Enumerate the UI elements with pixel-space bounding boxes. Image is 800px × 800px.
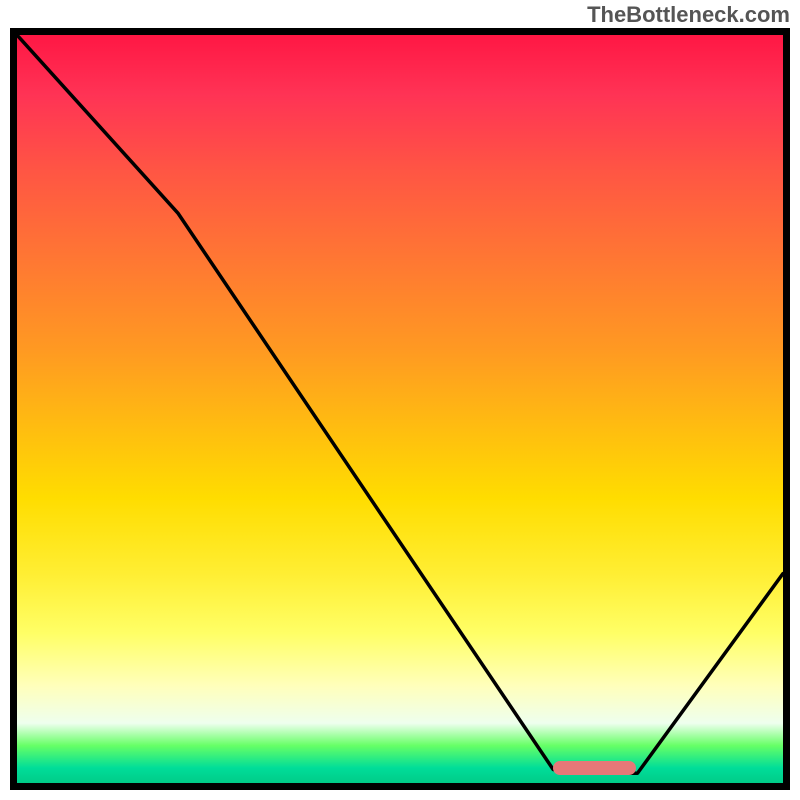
chart-frame: [10, 28, 790, 790]
optimal-marker: [553, 761, 636, 775]
bottleneck-curve: [17, 35, 783, 783]
watermark-text: TheBottleneck.com: [587, 2, 790, 28]
